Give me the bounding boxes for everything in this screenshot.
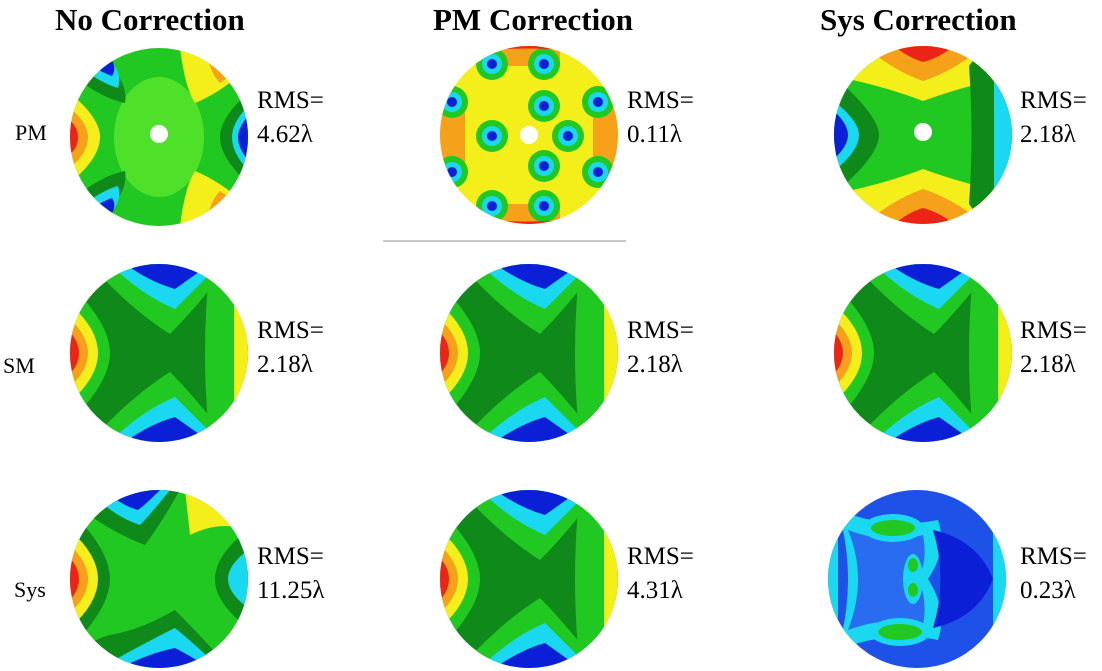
wavefront-map-sys-sys-correction [828, 490, 1006, 668]
row-label-pm: PM [15, 120, 47, 145]
rms-value-sys-no-correction: RMS= 11.25λ [257, 543, 325, 604]
wavefront-map-sm-sys-correction [834, 264, 1012, 442]
row-label-sm: SM [3, 353, 35, 378]
wavefront-map-pm-pm-correction [440, 46, 618, 224]
wavefront-map-sys-pm-correction [440, 490, 618, 668]
rms-value-sm-sys-correction: RMS= 2.18λ [1020, 317, 1087, 378]
rms-value-sys-sys-correction: RMS= 0.23λ [1020, 543, 1087, 604]
column-header-no-correction: No Correction [55, 2, 245, 37]
rms-value-pm-no-correction: RMS= 4.62λ [257, 87, 324, 148]
rms-value-sys-pm-correction: RMS= 4.31λ [627, 543, 694, 604]
wavefront-map-pm-sys-correction [834, 46, 1012, 224]
rms-value-sm-pm-correction: RMS= 2.18λ [627, 317, 694, 378]
column-header-sys-correction: Sys Correction [820, 2, 1017, 37]
rms-value-pm-pm-correction: RMS= 0.11λ [627, 87, 694, 148]
separator-line [383, 240, 626, 242]
wavefront-map-sm-pm-correction [440, 264, 618, 442]
rms-value-pm-sys-correction: RMS= 2.18λ [1020, 87, 1087, 148]
wavefront-map-pm-no-correction [70, 48, 248, 226]
wavefront-map-sm-no-correction [70, 264, 248, 442]
rms-value-sm-no-correction: RMS= 2.18λ [257, 317, 324, 378]
row-label-sys: Sys [14, 577, 46, 602]
wavefront-map-sys-no-correction [70, 490, 248, 668]
column-header-pm-correction: PM Correction [433, 2, 633, 37]
